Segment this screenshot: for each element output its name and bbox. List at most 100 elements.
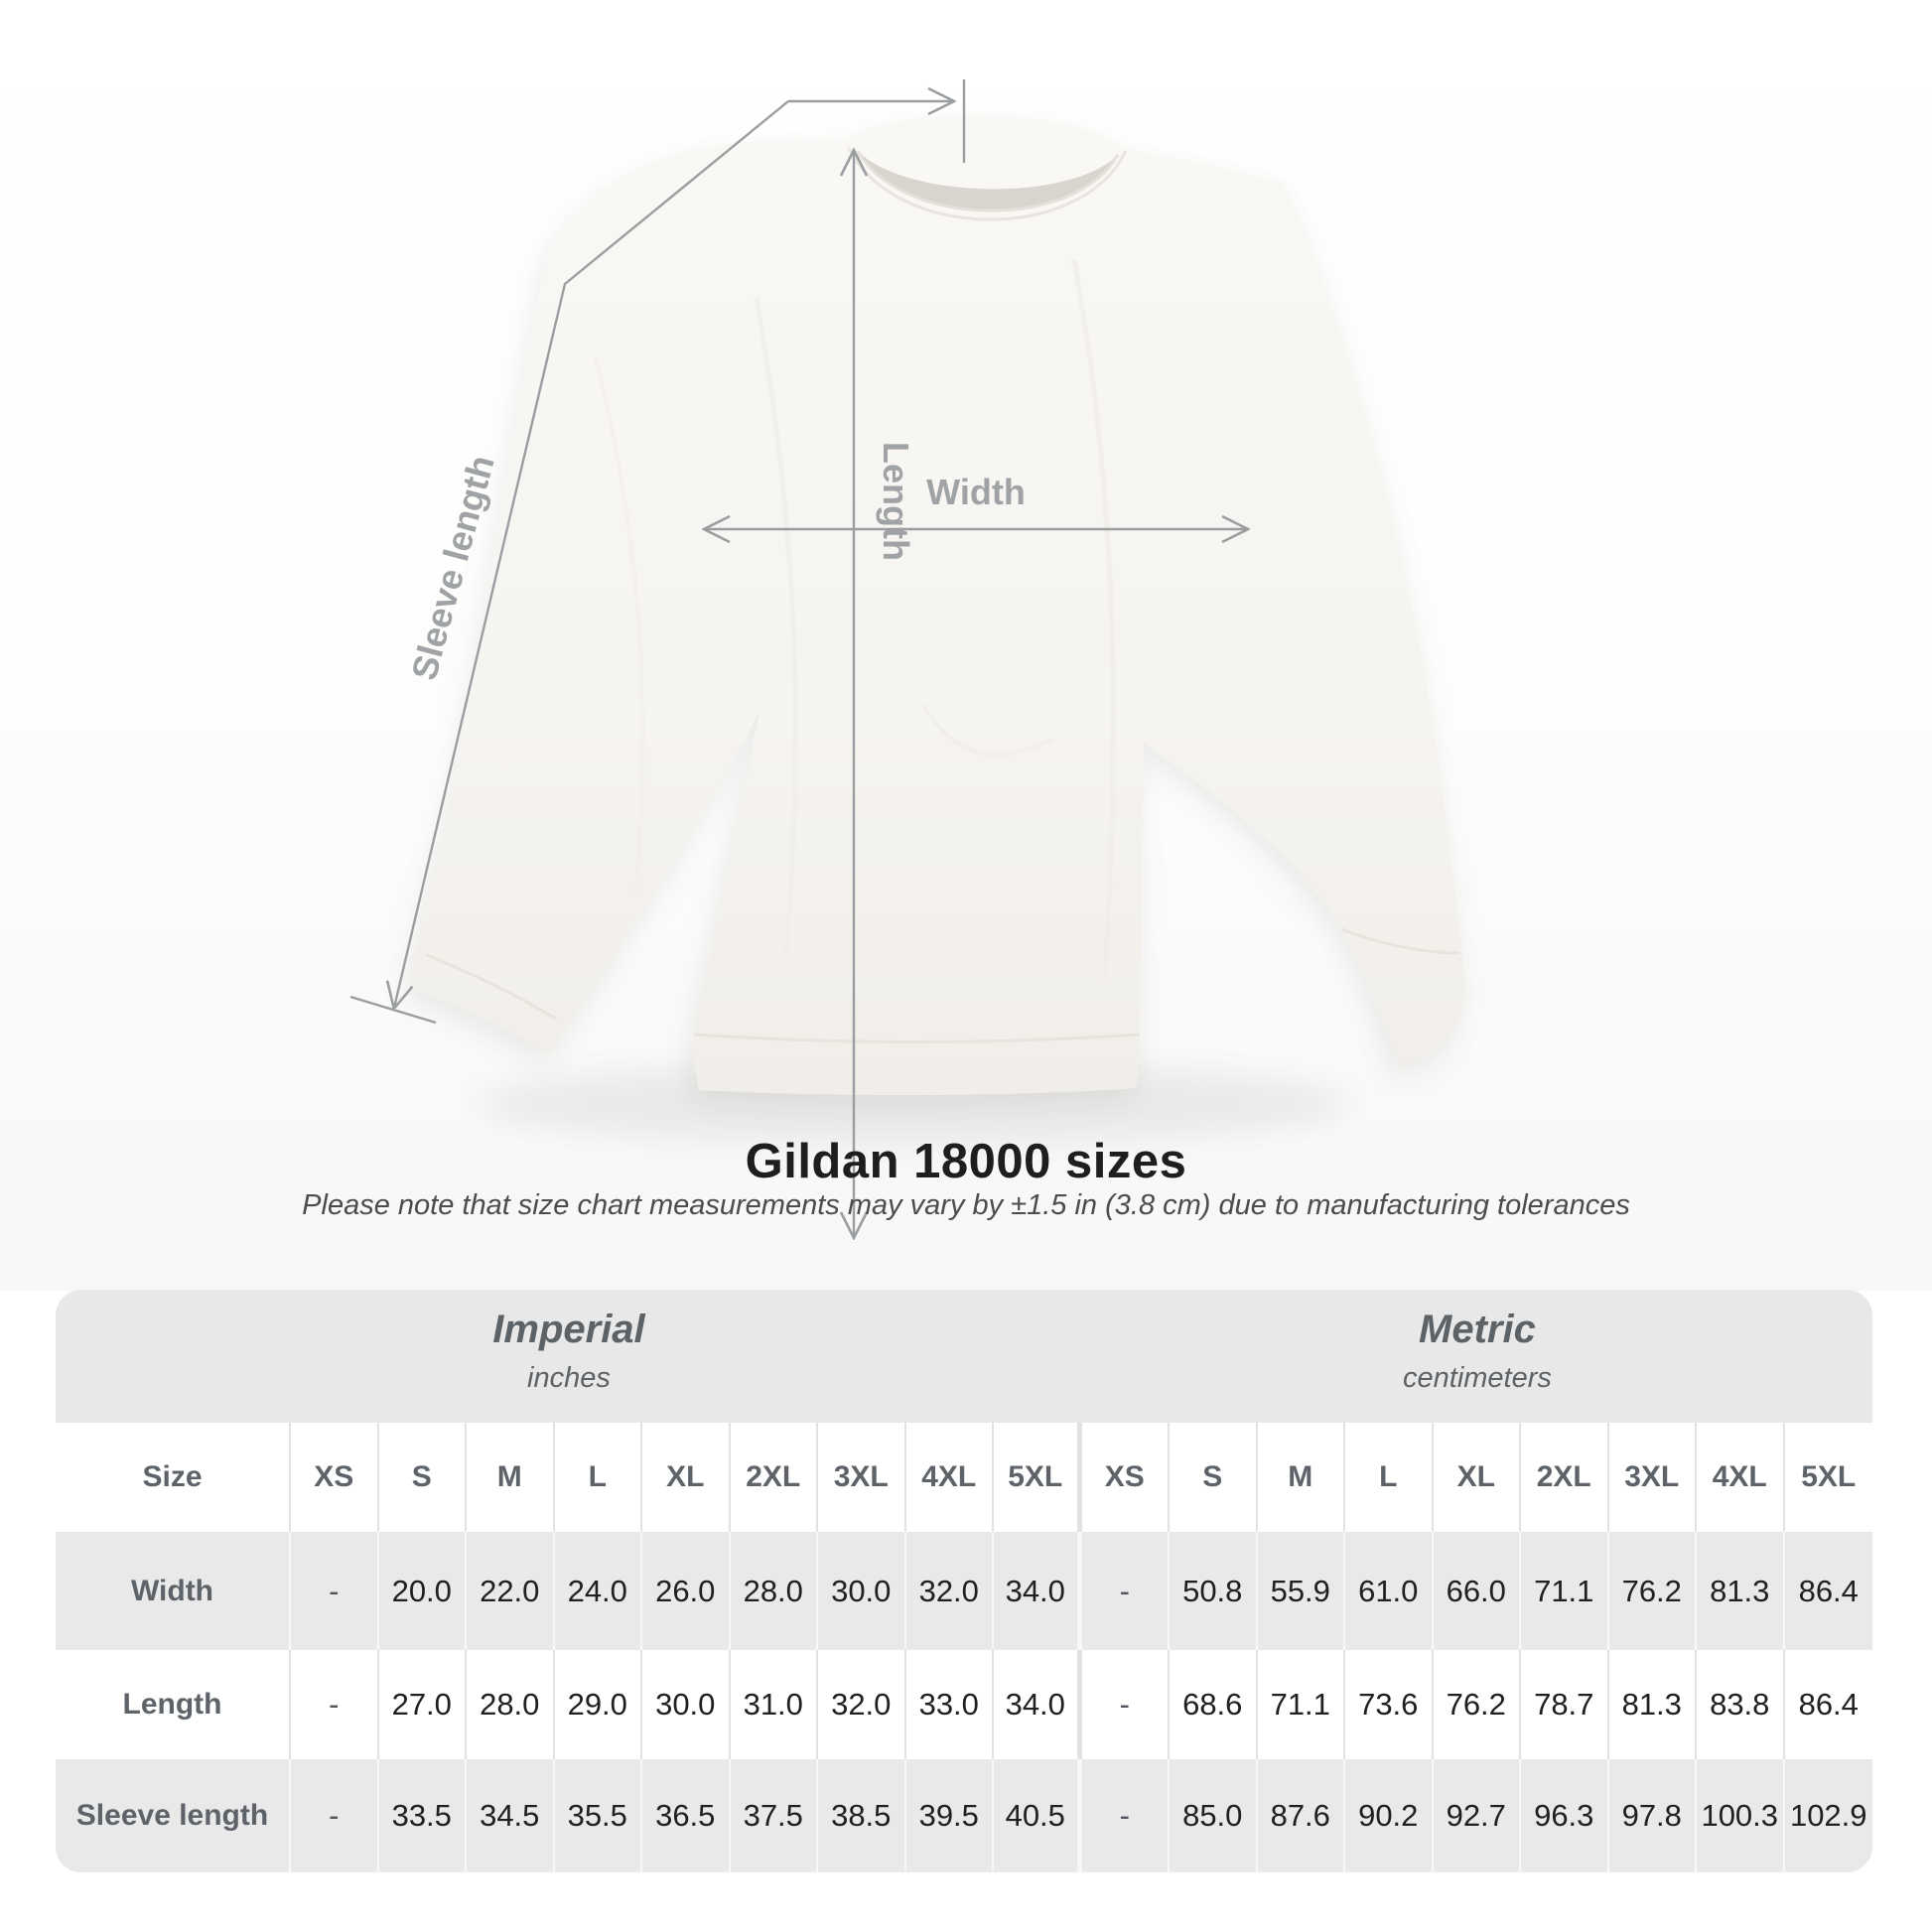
imperial-group-label: Imperial [492, 1308, 645, 1351]
table-cell: 20.0 [379, 1532, 467, 1650]
page-title: Gildan 18000 sizes [745, 1135, 1187, 1188]
metric-size-header: 3XL [1609, 1423, 1697, 1532]
metric-size-header: L [1345, 1423, 1434, 1532]
metric-group: Metric centimeters [1082, 1290, 1872, 1423]
table-cell: 37.5 [731, 1759, 818, 1872]
table-cell: 96.3 [1521, 1759, 1609, 1872]
table-cell: 34.0 [994, 1650, 1082, 1759]
table-cell: 92.7 [1434, 1759, 1521, 1872]
table-cell: 31.0 [731, 1650, 818, 1759]
table-cell: 33.0 [906, 1650, 994, 1759]
imperial-group: Imperial inches [56, 1290, 1082, 1423]
table-cell: 100.3 [1697, 1759, 1785, 1872]
table-cell: 34.0 [994, 1532, 1082, 1650]
table-cell: - [1082, 1532, 1170, 1650]
sleeve-length-line [394, 100, 789, 1008]
table-cell: - [291, 1759, 379, 1872]
table-cell: 26.0 [642, 1532, 731, 1650]
table-cell: - [1082, 1759, 1170, 1872]
table-cell: 29.0 [555, 1650, 642, 1759]
table-cell: 97.8 [1609, 1759, 1697, 1872]
garment-diagram-svg: Length Width Sleeve length [349, 79, 1465, 1291]
table-cell: 55.9 [1258, 1532, 1345, 1650]
width-measure-label: Width [926, 472, 1026, 512]
imperial-size-header: 5XL [994, 1423, 1082, 1532]
imperial-size-header: L [555, 1423, 642, 1532]
measurement-row-length: Length -27.0 28.0 29.0 30.0 31.0 32.0 33.0 34.0-… [56, 1650, 1872, 1759]
imperial-size-header: 3XL [818, 1423, 906, 1532]
garment-diagram: Length Width Sleeve length [0, 0, 1932, 1291]
table-cell: 76.2 [1609, 1532, 1697, 1650]
metric-size-header: XL [1434, 1423, 1521, 1532]
collar-opening [858, 151, 1118, 211]
metric-size-header: M [1258, 1423, 1345, 1532]
table-cell: 78.7 [1521, 1650, 1609, 1759]
imperial-size-header: M [467, 1423, 555, 1532]
table-cell: 32.0 [906, 1532, 994, 1650]
measurement-row-width: Width -20.0 22.0 24.0 26.0 28.0 30.0 32.0 34.0-5… [56, 1532, 1872, 1650]
measurement-row-sleeve-length: Sleeve length -33.5 34.5 35.5 36.5 37.5 38.5 39… [56, 1759, 1872, 1872]
table-cell: 39.5 [906, 1759, 994, 1872]
table-cell: 27.0 [379, 1650, 467, 1759]
metric-group-unit: centimeters [1403, 1362, 1552, 1394]
imperial-size-header: 4XL [906, 1423, 994, 1532]
row-label: Sleeve length [56, 1759, 291, 1872]
table-cell: 81.3 [1697, 1532, 1785, 1650]
metric-size-header: 2XL [1521, 1423, 1609, 1532]
metric-size-header: 5XL [1801, 1460, 1857, 1493]
table-cell: 32.0 [818, 1650, 906, 1759]
size-table: Imperial inches Metric centimeters Size X… [56, 1290, 1872, 1872]
imperial-size-header: XS [291, 1423, 379, 1532]
table-cell: 34.5 [467, 1759, 555, 1872]
table-cell: 61.0 [1345, 1532, 1434, 1650]
size-table-grid: Size XS S M L XL 2XL 3XL 4XL 5XL XS S M L XL 2XL 3XL 4XL 5… [56, 1423, 1872, 1872]
metric-size-header: 4XL [1697, 1423, 1785, 1532]
table-cell: 83.8 [1697, 1650, 1785, 1759]
table-cell: 73.6 [1345, 1650, 1434, 1759]
sweatshirt-illustration [409, 115, 1465, 1096]
row-label: Length [56, 1650, 291, 1759]
measurement-lines [349, 79, 1247, 1237]
table-cell: 24.0 [555, 1532, 642, 1650]
metric-size-header: XS [1082, 1423, 1170, 1532]
table-cell: 86.4 [1798, 1687, 1859, 1722]
table-cell: 81.3 [1609, 1650, 1697, 1759]
table-cell: 28.0 [467, 1650, 555, 1759]
table-cell: 87.6 [1258, 1759, 1345, 1872]
table-cell: 22.0 [467, 1532, 555, 1650]
table-cell: - [291, 1532, 379, 1650]
unit-group-header: Imperial inches Metric centimeters [56, 1290, 1872, 1423]
imperial-size-header: XL [642, 1423, 731, 1532]
table-cell: 71.1 [1521, 1532, 1609, 1650]
size-column-header: Size [56, 1423, 291, 1532]
sleeve-length-endcap [349, 995, 437, 1025]
table-cell: 102.9 [1789, 1798, 1867, 1833]
size-header-row: Size XS S M L XL 2XL 3XL 4XL 5XL XS S M L XL 2XL 3XL 4XL 5… [56, 1423, 1872, 1532]
table-cell: 71.1 [1258, 1650, 1345, 1759]
tolerance-note: Please note that size chart measurements… [302, 1189, 1630, 1221]
table-cell: 30.0 [642, 1650, 731, 1759]
table-cell: 50.8 [1170, 1532, 1258, 1650]
table-cell: 30.0 [818, 1532, 906, 1650]
table-cell: 66.0 [1434, 1532, 1521, 1650]
metric-group-label: Metric [1419, 1308, 1536, 1351]
length-measure-label: Length [876, 442, 916, 561]
table-cell: - [1082, 1650, 1170, 1759]
table-cell: 38.5 [818, 1759, 906, 1872]
table-cell: 86.4 [1798, 1573, 1859, 1608]
table-cell: 40.5 [994, 1759, 1082, 1872]
metric-size-header: S [1170, 1423, 1258, 1532]
imperial-group-unit: inches [527, 1362, 611, 1394]
table-cell: 35.5 [555, 1759, 642, 1872]
table-cell: 33.5 [379, 1759, 467, 1872]
table-cell: 28.0 [731, 1532, 818, 1650]
imperial-size-header: S [379, 1423, 467, 1532]
table-cell: 68.6 [1170, 1650, 1258, 1759]
row-label: Width [56, 1532, 291, 1650]
imperial-size-header: 2XL [731, 1423, 818, 1532]
table-cell: 36.5 [642, 1759, 731, 1872]
table-cell: 90.2 [1345, 1759, 1434, 1872]
table-cell: - [291, 1650, 379, 1759]
table-cell: 76.2 [1434, 1650, 1521, 1759]
